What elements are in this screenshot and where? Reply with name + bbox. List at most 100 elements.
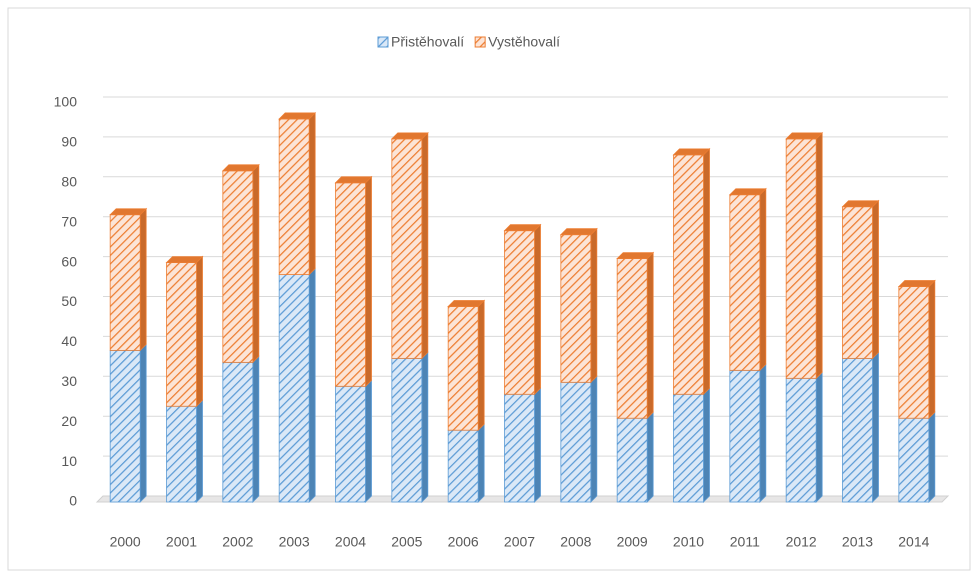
bar-side xyxy=(872,199,879,360)
bar xyxy=(278,274,310,503)
bar-side xyxy=(534,223,541,396)
bar xyxy=(616,258,648,419)
legend-swatch xyxy=(474,36,486,48)
bar-side xyxy=(196,255,203,408)
y-tick-label: 90 xyxy=(61,134,77,150)
chart-frame xyxy=(7,7,971,571)
bar xyxy=(898,417,930,503)
bar xyxy=(109,214,141,351)
x-tick-label: 2004 xyxy=(335,534,366,550)
bar-top xyxy=(728,188,767,196)
bar-top xyxy=(221,164,260,172)
x-tick-label: 2011 xyxy=(730,534,760,550)
bar-top xyxy=(109,208,148,216)
bar xyxy=(673,393,704,503)
bar xyxy=(166,405,197,503)
bar-top xyxy=(278,112,317,120)
bar xyxy=(447,306,479,431)
x-tick-label: 2010 xyxy=(673,534,704,550)
bar xyxy=(222,170,254,363)
bar xyxy=(560,234,592,383)
bar-side xyxy=(928,411,936,503)
bar xyxy=(391,357,423,503)
bar-top xyxy=(390,132,429,140)
bar-side xyxy=(815,371,823,503)
bar xyxy=(109,349,141,503)
x-tick-label: 2002 xyxy=(222,534,253,550)
bar-top xyxy=(841,200,880,208)
bar-side xyxy=(590,227,598,384)
x-tick-label: 2014 xyxy=(898,534,929,550)
bar-side xyxy=(421,351,429,503)
x-tick-label: 2013 xyxy=(842,534,873,550)
bar-side xyxy=(646,411,654,503)
y-tick-label: 0 xyxy=(69,493,77,509)
bar xyxy=(729,369,761,503)
y-tick-label: 50 xyxy=(61,293,77,309)
legend-swatch xyxy=(377,36,389,48)
bar-side xyxy=(252,355,260,503)
bar-side xyxy=(759,187,767,372)
bar xyxy=(391,138,423,359)
x-tick-label: 2012 xyxy=(786,534,817,550)
bar xyxy=(673,154,704,395)
bar-top xyxy=(165,256,204,264)
bar xyxy=(616,417,648,503)
x-tick-label: 2001 xyxy=(166,534,197,550)
bar-top xyxy=(785,132,824,140)
bar-side xyxy=(139,343,147,503)
bar-top xyxy=(447,300,486,307)
legend-label: Vystěhovalí xyxy=(488,34,560,50)
bar xyxy=(842,357,873,503)
bar xyxy=(504,230,535,395)
x-tick-label: 2006 xyxy=(448,534,479,550)
bar xyxy=(785,138,817,379)
bar-top xyxy=(334,176,373,184)
bar-top xyxy=(672,148,711,156)
bar xyxy=(335,385,366,503)
bar xyxy=(447,429,479,503)
bar-side xyxy=(703,147,710,396)
x-tick-label: 2009 xyxy=(617,534,648,550)
x-tick-label: 2003 xyxy=(279,534,310,550)
y-tick-label: 70 xyxy=(61,213,77,229)
bar xyxy=(842,206,873,359)
bar-side xyxy=(365,379,372,503)
bar-top xyxy=(503,224,542,232)
legend-label: Přistěhovalí xyxy=(391,34,464,50)
bar xyxy=(166,262,197,407)
y-tick-label: 40 xyxy=(61,333,77,349)
bar-side xyxy=(815,131,823,380)
x-tick-label: 2005 xyxy=(391,534,422,550)
bar-side xyxy=(646,251,654,420)
y-tick-label: 60 xyxy=(61,253,77,269)
bar-top xyxy=(897,280,936,287)
bar-side xyxy=(703,387,710,503)
bar-side xyxy=(590,375,598,503)
y-tick-label: 30 xyxy=(61,373,77,389)
bar xyxy=(222,361,254,503)
bar-side xyxy=(928,279,936,420)
bar-side xyxy=(759,363,767,503)
bar-top xyxy=(559,228,598,236)
bar xyxy=(335,182,366,387)
bar xyxy=(898,286,930,419)
bar xyxy=(278,118,310,275)
bar-side xyxy=(534,387,541,503)
bar-side xyxy=(196,399,203,503)
bar-side xyxy=(477,423,485,503)
bar-side xyxy=(365,175,372,388)
bar-side xyxy=(872,351,879,503)
x-tick-label: 2007 xyxy=(504,534,535,550)
bar-side xyxy=(139,207,147,352)
bar-side xyxy=(308,111,316,276)
bar xyxy=(504,393,535,503)
y-tick-label: 20 xyxy=(61,413,77,429)
y-tick-label: 80 xyxy=(61,174,77,190)
bar-side xyxy=(252,163,260,364)
y-tick-label: 100 xyxy=(54,94,78,110)
x-tick-label: 2008 xyxy=(560,534,591,550)
bar-side xyxy=(421,131,429,360)
bar xyxy=(560,381,592,503)
